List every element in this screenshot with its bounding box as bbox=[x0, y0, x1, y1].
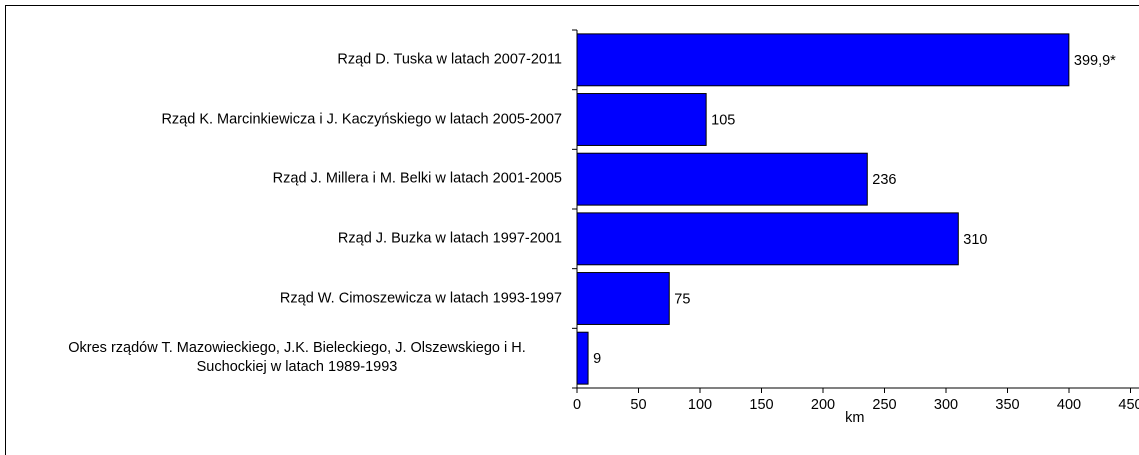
category-label: Rząd K. Marcinkiewicza i J. Kaczyńskiego… bbox=[161, 111, 562, 127]
x-tick-label: 50 bbox=[630, 397, 646, 413]
value-label: 105 bbox=[711, 113, 735, 129]
value-label: 9 bbox=[593, 351, 601, 367]
bar bbox=[576, 212, 959, 266]
value-label: 399,9* bbox=[1074, 53, 1116, 69]
category-label: Okres rządów T. Mazowieckiego, J.K. Biel… bbox=[68, 340, 526, 376]
bar bbox=[576, 33, 1070, 87]
bar bbox=[576, 272, 670, 325]
chart-frame bbox=[5, 5, 1139, 455]
x-tick-label: 450 bbox=[1118, 397, 1139, 413]
x-tick-label: 400 bbox=[1057, 397, 1081, 413]
category-label: Rząd J. Millera i M. Belki w latach 2001… bbox=[272, 170, 562, 187]
value-label: 236 bbox=[872, 172, 896, 188]
value-label: 310 bbox=[963, 232, 987, 248]
x-tick-label: 0 bbox=[573, 397, 581, 413]
bar bbox=[576, 152, 868, 206]
bar bbox=[576, 93, 707, 146]
x-axis-label: km bbox=[845, 410, 864, 426]
x-tick-label: 150 bbox=[749, 397, 773, 413]
x-tick-label: 100 bbox=[688, 397, 712, 413]
bar bbox=[576, 331, 589, 385]
x-tick-label: 250 bbox=[872, 397, 896, 413]
category-label: Rząd D. Tuska w latach 2007-2011 bbox=[337, 51, 562, 68]
x-tick-label: 300 bbox=[934, 397, 958, 413]
value-label: 75 bbox=[674, 292, 690, 308]
x-tick-label: 200 bbox=[811, 397, 835, 413]
category-label: Rząd W. Cimoszewicza w latach 1993-1997 bbox=[279, 290, 562, 306]
category-label: Rząd J. Buzka w latach 1997-2001 bbox=[337, 230, 562, 247]
x-tick-label: 350 bbox=[995, 397, 1019, 413]
